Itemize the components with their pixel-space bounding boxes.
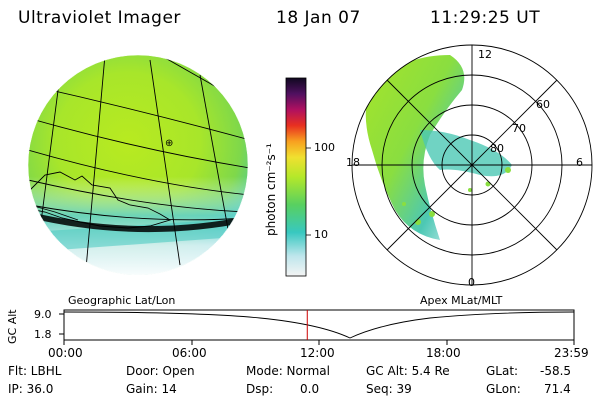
door-info: Door: Open — [126, 364, 195, 378]
gain-info: Gain: 14 — [126, 382, 177, 396]
instrument-title: Ultraviolet Imager — [18, 8, 181, 28]
timeline-ytick-9: 9.0 — [34, 308, 52, 321]
lat-label-60: 60 — [536, 98, 550, 111]
ip-info: IP: 36.0 — [8, 382, 54, 396]
gc-alt-info: GC Alt: 5.4 Re — [366, 364, 450, 378]
timeline-ylabel: GC Alt — [6, 309, 19, 344]
lat-label-80: 80 — [490, 142, 504, 155]
altitude-timeline — [59, 309, 575, 345]
date-label: 18 Jan 07 — [276, 8, 361, 28]
geographic-image: ⊕ — [27, 54, 249, 276]
timeline-xtick-2359: 23:59 — [554, 346, 589, 360]
altitude-curve — [63, 311, 575, 339]
polar-grid — [351, 44, 593, 286]
timeline-xtick-1200: 12:00 — [300, 346, 335, 360]
glon-label: GLon: — [486, 382, 521, 396]
seq-info: Seq: 39 — [366, 382, 412, 396]
colorbar-label: photon cm⁻²s⁻¹ — [264, 143, 278, 236]
dsp-value: 0.0 — [300, 382, 320, 396]
svg-text:⊕: ⊕ — [165, 138, 173, 149]
timeline-xtick-1800: 18:00 — [426, 346, 461, 360]
mode-info: Mode: Normal — [246, 364, 330, 378]
filter-info: Flt: LBHL — [8, 364, 62, 378]
mlt-label-12: 12 — [478, 48, 492, 61]
glat-value: -58.5 — [540, 364, 572, 378]
glon-value: 71.4 — [544, 382, 571, 396]
lat-label-70: 70 — [512, 122, 526, 135]
mlt-label-0: 0 — [468, 276, 475, 289]
apex-polar-plot — [351, 44, 593, 286]
time-label: 11:29:25 UT — [430, 8, 541, 28]
glat-label: GLat: — [486, 364, 519, 378]
colorbar-tick-100: 100 — [314, 141, 335, 154]
coastline — [28, 171, 172, 229]
mlt-label-18: 18 — [346, 156, 360, 169]
timeline-xtick-0000: 00:00 — [48, 346, 83, 360]
lat-lon-grid — [28, 55, 248, 275]
projection-right-label: Apex MLat/MLT — [420, 294, 503, 307]
mlt-label-6: 6 — [576, 156, 583, 169]
timeline-xtick-0600: 06:00 — [172, 346, 207, 360]
colorbar — [285, 77, 311, 277]
projection-left-label: Geographic Lat/Lon — [68, 294, 176, 307]
timeline-ytick-1-8: 1.8 — [34, 328, 52, 341]
dsp-label: Dsp: — [246, 382, 274, 396]
colorbar-tick-10: 10 — [314, 228, 328, 241]
